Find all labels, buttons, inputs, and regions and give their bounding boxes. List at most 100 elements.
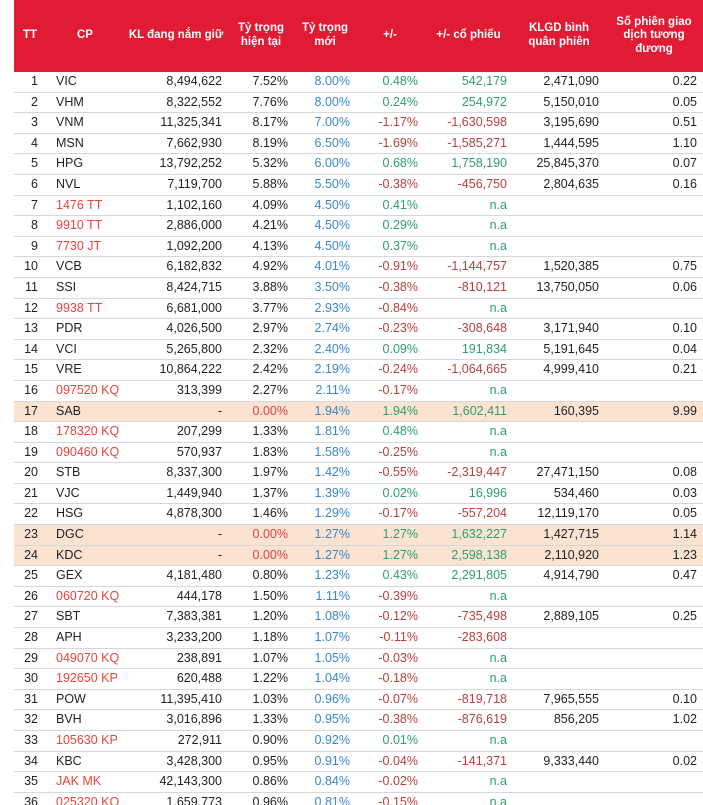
cell-ttht: 1.50% bbox=[228, 586, 294, 608]
cell-pmcp: -456,750 bbox=[424, 174, 513, 196]
cell-kl: 7,662,930 bbox=[124, 133, 228, 155]
cell-sophien: 0.10 bbox=[605, 689, 703, 711]
cell-klgd bbox=[513, 442, 605, 464]
cell-ttht: 1.33% bbox=[228, 421, 294, 443]
cell-pm: 0.41% bbox=[356, 195, 424, 217]
cell-ttm: 1.58% bbox=[294, 442, 356, 464]
table-header: TT CP KL đang nắm giữ Tỷ trọng hiện tại … bbox=[0, 0, 703, 72]
table-row: 6 NVL 7,119,700 5.88% 5.50% -0.38% -456,750 2,8… bbox=[0, 174, 703, 196]
cell-kl: 5,265,800 bbox=[124, 339, 228, 361]
table-row: 11 SSI 8,424,715 3.88% 3.50% -0.38% -810,121 13… bbox=[0, 277, 703, 299]
table-row: 19 090460 KQ 570,937 1.83% 1.58% -0.25% n.a bbox=[0, 442, 703, 464]
cell-tt: 21 bbox=[14, 483, 46, 505]
cell-klgd: 27,471,150 bbox=[513, 462, 605, 484]
table-row: 13 PDR 4,026,500 2.97% 2.74% -0.23% -308,648 3,… bbox=[0, 318, 703, 340]
cell-pmcp: 1,602,411 bbox=[424, 401, 513, 423]
cell-pm: -0.11% bbox=[356, 627, 424, 649]
cell-pm: -0.04% bbox=[356, 751, 424, 773]
cell-ttht: 8.17% bbox=[228, 112, 294, 134]
cell-ttm: 1.08% bbox=[294, 606, 356, 629]
cell-cp: POW bbox=[46, 689, 124, 711]
cell-cp: PDR bbox=[46, 318, 124, 340]
cell-ttm: 4.50% bbox=[294, 195, 356, 217]
cell-ttm: 8.00% bbox=[294, 92, 356, 114]
cell-sophien: 0.47 bbox=[605, 565, 703, 587]
cell-klgd: 2,804,635 bbox=[513, 174, 605, 196]
cell-ttm: 3.50% bbox=[294, 277, 356, 299]
cell-klgd: 534,460 bbox=[513, 483, 605, 505]
cell-cp: 090460 KQ bbox=[46, 442, 124, 464]
cell-ttm: 0.81% bbox=[294, 792, 356, 805]
cell-sophien bbox=[605, 586, 703, 608]
table-row: 29 049070 KQ 238,891 1.07% 1.05% -0.03% n.a bbox=[0, 648, 703, 670]
cell-klgd bbox=[513, 648, 605, 670]
table-row: 5 HPG 13,792,252 5.32% 6.00% 0.68% 1,758,190 25… bbox=[0, 153, 703, 175]
cell-ttm: 0.96% bbox=[294, 689, 356, 711]
table-row: 18 178320 KQ 207,299 1.33% 1.81% 0.48% n.a bbox=[0, 421, 703, 443]
cell-sophien bbox=[605, 298, 703, 320]
cell-ttht: 1.46% bbox=[228, 503, 294, 526]
cell-pm: -0.02% bbox=[356, 771, 424, 793]
cell-pm: -0.84% bbox=[356, 298, 424, 320]
cell-sophien: 0.07 bbox=[605, 153, 703, 175]
cell-cp: APH bbox=[46, 627, 124, 649]
cell-sophien: 0.75 bbox=[605, 256, 703, 278]
row-left-spacer bbox=[0, 133, 14, 154]
cell-klgd: 7,965,555 bbox=[513, 689, 605, 711]
cell-sophien: 0.08 bbox=[605, 462, 703, 484]
cell-sophien: 0.03 bbox=[605, 483, 703, 505]
row-left-spacer bbox=[0, 586, 14, 607]
cell-pm: -0.38% bbox=[356, 709, 424, 731]
cell-ttht: 2.27% bbox=[228, 380, 294, 402]
cell-kl: - bbox=[124, 401, 228, 423]
cell-tt: 17 bbox=[14, 401, 46, 423]
row-left-spacer bbox=[0, 318, 14, 340]
row-left-spacer bbox=[0, 92, 14, 113]
cell-cp: 049070 KQ bbox=[46, 648, 124, 670]
cell-pm: -0.55% bbox=[356, 462, 424, 484]
cell-klgd: 9,333,440 bbox=[513, 751, 605, 773]
cell-sophien bbox=[605, 771, 703, 793]
cell-cp: VNM bbox=[46, 112, 124, 134]
cell-cp: SBT bbox=[46, 606, 124, 629]
cell-pm: 0.68% bbox=[356, 153, 424, 175]
cell-klgd bbox=[513, 236, 605, 258]
cell-pmcp: n.a bbox=[424, 648, 513, 670]
table-row: 26 060720 KQ 444,178 1.50% 1.11% -0.39% n.a bbox=[0, 586, 703, 608]
cell-pm: -0.39% bbox=[356, 586, 424, 608]
cell-tt: 14 bbox=[14, 339, 46, 361]
cell-tt: 23 bbox=[14, 524, 46, 546]
row-left-spacer bbox=[0, 359, 14, 381]
cell-ttht: 4.09% bbox=[228, 195, 294, 217]
cell-tt: 35 bbox=[14, 771, 46, 793]
cell-sophien bbox=[605, 627, 703, 649]
cell-ttm: 0.95% bbox=[294, 709, 356, 731]
table-row: 27 SBT 7,383,381 1.20% 1.08% -0.12% -735,498 2,… bbox=[0, 606, 703, 629]
cell-tt: 25 bbox=[14, 565, 46, 587]
cell-ttm: 1.05% bbox=[294, 648, 356, 670]
table-row: 23 DGC -0.00% 1.27% 1.27% 1,632,227 1,427,715 1… bbox=[0, 524, 703, 546]
cell-cp: SSI bbox=[46, 277, 124, 299]
cell-ttm: 1.39% bbox=[294, 483, 356, 505]
cell-klgd: 3,171,940 bbox=[513, 318, 605, 340]
row-left-spacer bbox=[0, 174, 14, 196]
row-left-spacer bbox=[0, 503, 14, 525]
cell-klgd: 2,889,105 bbox=[513, 606, 605, 629]
cell-cp: 025320 KQ bbox=[46, 792, 124, 805]
row-left-spacer bbox=[0, 689, 14, 710]
cell-pmcp: 1,758,190 bbox=[424, 153, 513, 175]
cell-cp: HPG bbox=[46, 153, 124, 175]
cell-ttm: 0.84% bbox=[294, 771, 356, 793]
cell-pm: -0.15% bbox=[356, 792, 424, 805]
cell-tt: 18 bbox=[14, 421, 46, 443]
row-left-spacer bbox=[0, 72, 14, 93]
cell-pm: 0.09% bbox=[356, 339, 424, 361]
cell-cp: 7730 JT bbox=[46, 236, 124, 258]
cell-pm: -0.17% bbox=[356, 380, 424, 402]
cell-pmcp: 191,834 bbox=[424, 339, 513, 361]
row-left-spacer bbox=[0, 545, 14, 566]
cell-pmcp: n.a bbox=[424, 792, 513, 805]
cell-pmcp: 1,632,227 bbox=[424, 524, 513, 546]
cell-tt: 24 bbox=[14, 545, 46, 567]
cell-ttht: 5.88% bbox=[228, 174, 294, 196]
